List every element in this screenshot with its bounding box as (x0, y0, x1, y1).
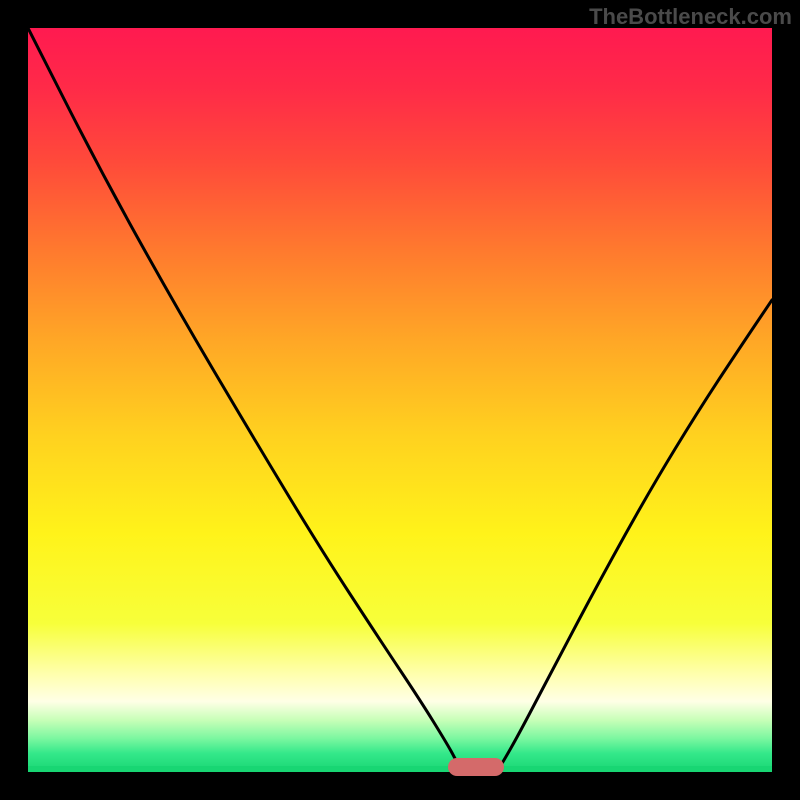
watermark-text: TheBottleneck.com (589, 4, 792, 30)
bottleneck-curve (28, 28, 772, 772)
v-curve-path (28, 28, 772, 766)
sweet-spot-marker (448, 758, 504, 776)
green-baseline (28, 766, 772, 772)
plot-area (28, 28, 772, 772)
chart-frame: TheBottleneck.com (0, 0, 800, 800)
